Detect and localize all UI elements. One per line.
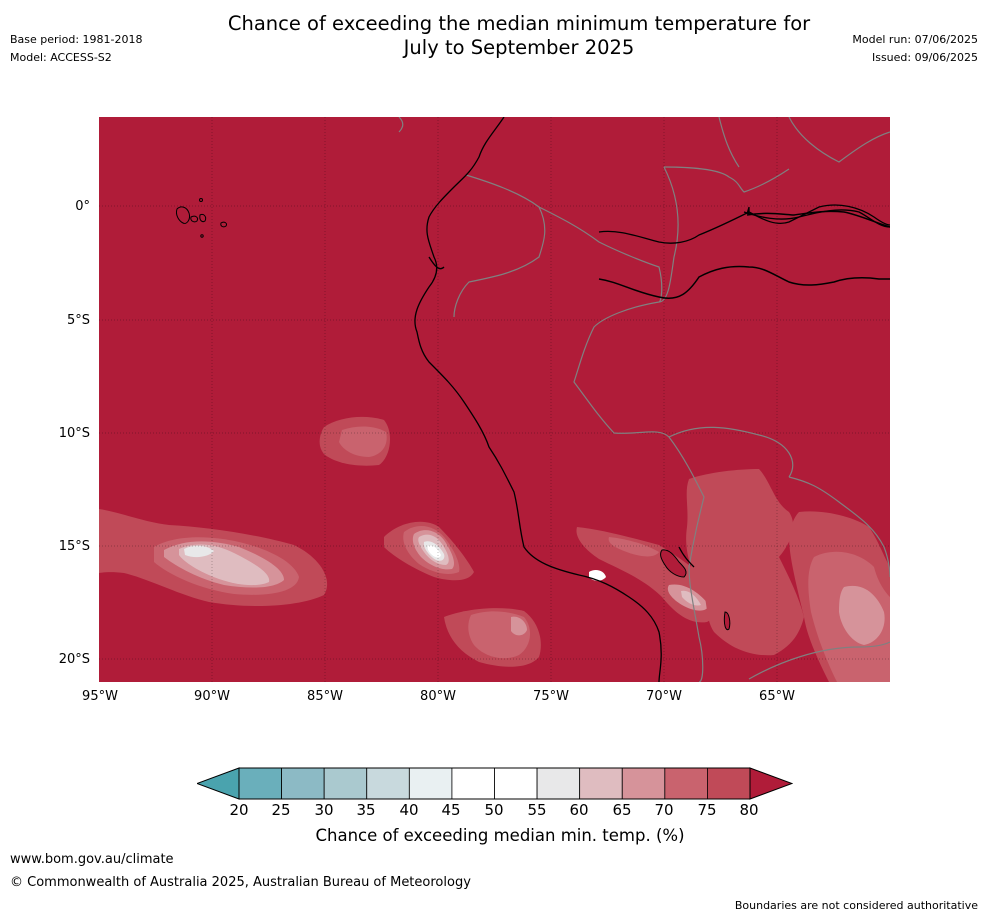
lat-label-5s: 5°S <box>66 313 90 328</box>
country-borders <box>398 116 891 683</box>
forecast-map <box>99 116 891 683</box>
colorbar-tick-40: 40 <box>399 801 419 819</box>
lat-label-15s: 15°S <box>58 539 90 554</box>
colorbar-segment <box>579 767 623 800</box>
colorbar-tick-80: 80 <box>739 801 759 819</box>
lon-label-70w: 70°W <box>646 689 682 704</box>
colorbar-segment <box>366 767 410 800</box>
colorbar-segment <box>707 767 751 800</box>
lon-label-90w: 90°W <box>194 689 230 704</box>
colorbar-tick-75: 75 <box>697 801 717 819</box>
header-left-meta: Base period: 1981-2018 Model: ACCESS-S2 <box>10 31 142 67</box>
colorbar-tick-60: 60 <box>569 801 589 819</box>
colorbar-tick-35: 35 <box>356 801 376 819</box>
lon-label-95w: 95°W <box>82 689 118 704</box>
lake-titicaca <box>660 549 687 578</box>
colorbar-segment <box>621 767 666 800</box>
issued-text: Issued: 09/06/2025 <box>871 51 978 64</box>
model-run-text: Model run: 07/06/2025 <box>852 33 978 46</box>
colorbar-label: Chance of exceeding median min. temp. (%… <box>315 826 685 845</box>
contour-60-lake <box>681 590 701 606</box>
graticule <box>99 117 890 682</box>
title-line-1: Chance of exceeding the median minimum t… <box>227 12 811 35</box>
contour-65-far-east <box>839 585 885 645</box>
colorbar-high-arrow <box>749 767 793 800</box>
colorbar-tick-65: 65 <box>612 801 632 819</box>
contour-55-left <box>184 545 214 558</box>
model-text: Model: ACCESS-S2 <box>10 51 112 64</box>
contour-50-peru-spot <box>589 569 606 581</box>
contour-75-east <box>686 469 804 656</box>
colorbar-segment <box>664 767 708 800</box>
colorbar-segment <box>238 767 282 800</box>
footer-copyright: © Commonwealth of Australia 2025, Austra… <box>10 875 471 890</box>
lon-label-65w: 65°W <box>759 689 795 704</box>
river-upper <box>746 210 891 228</box>
colorbar-tick-70: 70 <box>654 801 674 819</box>
colorbar-segment <box>536 767 581 800</box>
colorbar-segment <box>281 767 325 800</box>
map-canvas <box>99 116 891 683</box>
footer-url: www.bom.gov.au/climate <box>10 852 174 867</box>
lon-label-80w: 80°W <box>420 689 456 704</box>
colorbar-segment <box>451 767 495 800</box>
colorbar-outline <box>238 767 751 800</box>
lake-poopo <box>723 611 731 631</box>
contour-65-south <box>511 616 527 636</box>
lat-label-20s: 20°S <box>58 652 90 667</box>
lat-label-10s: 10°S <box>58 426 90 441</box>
lon-label-85w: 85°W <box>307 689 343 704</box>
colorbar-tick-30: 30 <box>314 801 334 819</box>
colorbar-segment <box>408 767 453 800</box>
amazon-river <box>598 265 890 299</box>
map-title: Chance of exceeding the median minimum t… <box>150 12 888 60</box>
contour-70-mid-north <box>339 426 387 457</box>
base-period-text: Base period: 1981-2018 <box>10 33 143 46</box>
colorbar-tick-55: 55 <box>527 801 547 819</box>
footer-disclaimer: Boundaries are not considered authoritat… <box>734 899 978 912</box>
contour-50-center <box>427 545 441 558</box>
colorbar-tick-50: 50 <box>484 801 504 819</box>
lon-label-75w: 75°W <box>533 689 569 704</box>
colorbar-tick-25: 25 <box>271 801 291 819</box>
colorbar-segments <box>238 767 751 800</box>
header-right-meta: Model run: 07/06/2025 Issued: 09/06/2025 <box>852 31 978 67</box>
colorbar-segment <box>323 767 368 800</box>
colorbar-segment <box>494 767 538 800</box>
title-line-2: July to September 2025 <box>403 36 635 59</box>
colorbar <box>197 767 793 800</box>
colorbar-low-arrow <box>197 767 240 800</box>
lat-label-0: 0° <box>75 199 90 214</box>
galapagos-islands <box>176 198 227 238</box>
colorbar-tick-45: 45 <box>441 801 461 819</box>
contour-70-peru-coast <box>608 537 659 557</box>
colorbar-tick-20: 20 <box>229 801 249 819</box>
